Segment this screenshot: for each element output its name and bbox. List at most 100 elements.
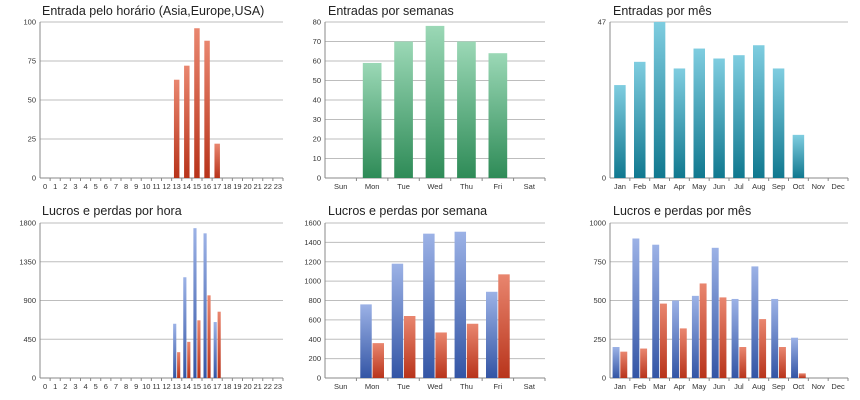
bar-red [466,323,479,378]
bar-blue [791,337,799,378]
y-tick-label: 100 [23,18,36,27]
x-tick-label: 20 [243,182,251,191]
bar-red [620,351,628,378]
x-tick-label: 13 [173,182,181,191]
y-tick-label: 600 [308,315,321,324]
bar-red [197,320,201,378]
y-tick-label: 25 [28,135,36,144]
chart-title: Lucros e perdas por hora [42,204,182,218]
bar-red [177,352,181,378]
y-tick-label: 1600 [304,219,321,228]
bar-red [798,373,806,378]
x-tick-label: Jan [614,182,626,191]
chart-title: Entradas por semanas [328,4,454,18]
bar-blue [213,322,217,378]
chart-4: Lucros e perdas por hora 0 450 900 1350 1800 0… [19,204,284,391]
x-tick-label: Nov [812,382,826,391]
bar-blue [691,295,699,378]
x-tick-label: Nov [812,182,826,191]
bar-teal [614,85,626,178]
y-tick-label: 50 [313,76,321,85]
y-tick-label: 450 [23,335,36,344]
y-tick-label: 60 [313,57,321,66]
x-tick-label: 12 [162,182,170,191]
bar-red [719,297,727,378]
x-tick-label: 18 [223,182,231,191]
x-tick-label: 18 [223,382,231,391]
y-tick-label: 0 [602,174,606,183]
x-tick-label: 0 [43,182,47,191]
bar-red [679,328,687,378]
y-tick-label: 0 [317,174,321,183]
x-tick-label: 0 [43,382,47,391]
x-tick-label: Sat [524,382,536,391]
bar-red [194,28,200,178]
x-tick-label: 19 [233,382,241,391]
x-tick-label: Sun [334,182,347,191]
bar-red [659,303,667,378]
y-tick-label: 200 [308,354,321,363]
x-tick-label: Feb [633,182,646,191]
x-tick-label: Jan [614,382,626,391]
x-tick-label: Mar [653,182,666,191]
x-tick-label: Sep [772,182,785,191]
y-tick-label: 30 [313,115,321,124]
x-tick-label: Feb [633,382,646,391]
x-tick-label: 4 [83,182,87,191]
x-tick-label: 9 [134,382,138,391]
y-tick-label: 750 [593,257,606,266]
bar-blue [203,233,207,378]
x-tick-label: Fri [493,182,502,191]
x-tick-label: 15 [193,382,201,391]
chart-5: Lucros e perdas por semana 0 200 400 600 800 1… [304,204,546,391]
x-tick-label: 3 [73,382,77,391]
x-tick-label: 2 [63,182,67,191]
bar-blue [652,244,660,378]
x-tick-label: 22 [264,182,272,191]
y-tick-label: 40 [313,96,321,105]
bar-blue [454,231,467,378]
y-tick-label: 1200 [304,257,321,266]
y-tick-label: 1000 [304,277,321,286]
bar-red [204,40,210,178]
y-tick-label: 1400 [304,238,321,247]
bar-green [362,62,382,179]
y-tick-label: 50 [28,96,36,105]
bar-teal [693,48,705,178]
chart-3: Entradas por mês 0 47 Jan Feb Mar Apr May Jun Jul… [598,4,849,191]
y-tick-label: 1000 [589,219,606,228]
x-tick-label: 15 [193,182,201,191]
bar-blue [731,298,739,378]
x-tick-label: Jul [734,382,744,391]
bar-teal [673,68,686,178]
x-tick-label: 5 [94,382,98,391]
x-tick-label: 8 [124,382,128,391]
bar-blue [391,263,404,378]
y-tick-label: 400 [308,335,321,344]
bar-blue [423,233,435,378]
x-tick-label: Sat [524,182,536,191]
x-tick-label: Thu [460,182,473,191]
x-tick-label: 5 [94,182,98,191]
x-tick-label: 6 [104,182,108,191]
chart-2: Entradas por semanas 0 10 20 30 40 50 60 70 80 Sun… [313,4,546,191]
x-tick-label: Mon [365,182,380,191]
x-tick-label: 4 [83,382,87,391]
x-tick-label: 17 [213,182,221,191]
y-tick-label: 10 [313,154,321,163]
x-tick-label: May [692,382,706,391]
y-tick-label: 0 [32,174,36,183]
chart-title: Lucros e perdas por semana [328,204,487,218]
y-tick-label: 20 [313,135,321,144]
x-tick-label: Thu [460,382,473,391]
x-tick-label: Wed [427,382,442,391]
bar-red [699,283,707,378]
x-tick-label: 13 [173,382,181,391]
x-tick-label: 12 [162,382,170,391]
x-tick-label: Mon [365,382,380,391]
y-tick-label: 800 [308,296,321,305]
y-tick-label: 250 [593,335,606,344]
x-tick-label: 3 [73,182,77,191]
x-tick-label: Wed [427,182,442,191]
bar-blue [183,277,187,378]
